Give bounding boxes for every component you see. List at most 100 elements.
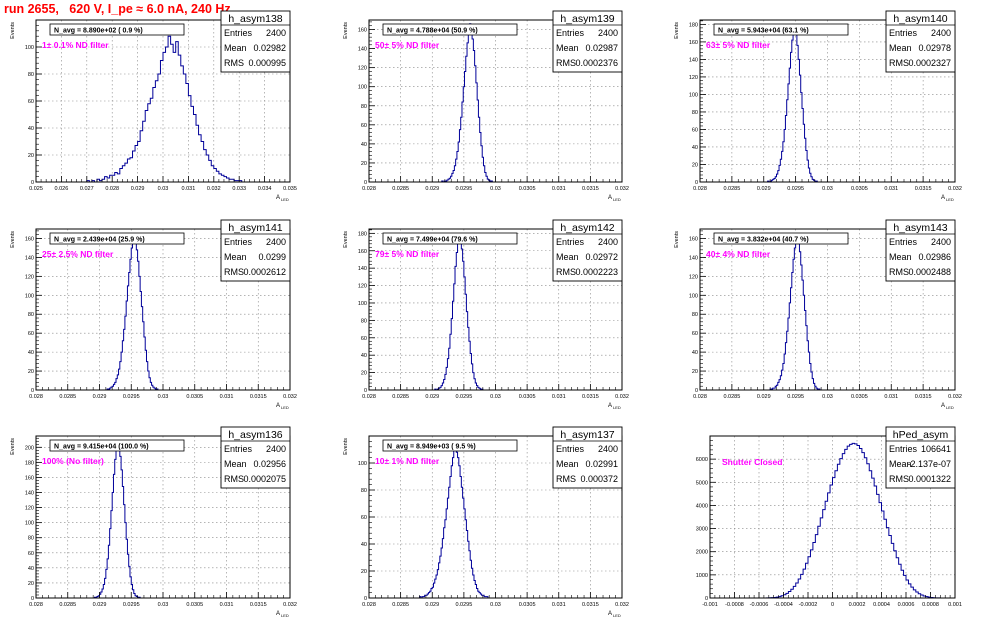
y-tick-label: 160 — [689, 40, 698, 46]
x-tick-label: 0.032 — [615, 394, 629, 400]
y-tick-label: 80 — [361, 488, 367, 494]
histogram-bin — [461, 249, 462, 390]
x-tick-label: 0.0315 — [582, 394, 599, 400]
stats-box-frame — [552, 426, 623, 489]
x-tick-label: 0.031 — [884, 186, 898, 192]
stats-label: Entries — [556, 444, 585, 454]
stats-label: Entries — [556, 237, 585, 247]
histogram-bin — [446, 509, 447, 598]
x-tick-label: 0.0004 — [873, 602, 890, 608]
x-tick-label: 0.029 — [93, 394, 107, 400]
navg-box: N_avg = 9.415e+04 (100.0 %) — [49, 439, 185, 452]
x-axis-label-subscript: LED — [946, 405, 954, 410]
stats-label: Entries — [889, 444, 918, 454]
y-tick-label: 60 — [361, 123, 367, 129]
filter-annotation: Shutter Closed — [722, 457, 782, 467]
y-tick-label: 140 — [25, 255, 34, 261]
histogram-series — [434, 236, 486, 391]
y-tick-label: 140 — [25, 491, 34, 497]
x-tick-label: 0.031 — [884, 394, 898, 400]
x-tick-label: 0.0315 — [915, 186, 932, 192]
y-tick-label: 0 — [705, 596, 708, 602]
y-tick-label: 3000 — [696, 527, 708, 533]
x-tick-label: 0.029 — [757, 394, 771, 400]
x-tick-label: 0.0305 — [186, 394, 203, 400]
x-tick-label: 0.0285 — [392, 394, 409, 400]
histogram-bin — [797, 45, 798, 182]
histogram-bin — [847, 446, 849, 598]
x-tick-label: 0.031 — [552, 186, 566, 192]
histogram-bin — [130, 158, 133, 182]
stats-label: Entries — [889, 237, 918, 247]
histogram-bin — [468, 31, 469, 182]
navg-box: N_avg = 4.788e+04 (50.9 %) — [382, 23, 518, 36]
histogram-line — [56, 35, 252, 183]
y-tick-label: 60 — [361, 336, 367, 342]
y-tick-label: 60 — [28, 99, 34, 105]
panel-h_asym136: 0.028 0.0285 0.029 0.0295 0.03 0.0305 0.031 0.0… — [10, 426, 297, 618]
histogram-bin — [181, 66, 184, 182]
histogram-bin — [458, 242, 459, 390]
x-axis-label-subscript: LED — [613, 405, 621, 410]
histogram-bin — [186, 83, 189, 182]
x-tick-label: 0.03 — [822, 394, 833, 400]
histogram-bin — [150, 98, 153, 182]
histogram-bin — [828, 493, 830, 598]
stats-box: h_asym138 Entries 2400 Mean 0.02982 RMS 0.0009… — [220, 10, 291, 73]
stats-box: h_asym136 Entries 2400 Mean 0.02956 RMS 0.0002… — [220, 426, 291, 489]
stats-value: 2400 — [266, 237, 286, 247]
stats-value: 0.02956 — [253, 459, 286, 469]
histogram-line — [93, 442, 146, 599]
stats-label: Mean — [889, 43, 912, 53]
stats-label: RMS — [556, 267, 576, 277]
stats-box: h_asym140 Entries 2400 Mean 0.02978 RMS 0.0002… — [885, 10, 956, 73]
navg-box: N_avg = 7.499e+04 (79.6 %) — [382, 232, 518, 245]
x-tick-label: 0.031 — [220, 602, 234, 608]
x-axis-label: A — [608, 195, 612, 201]
histogram-bin — [802, 280, 803, 390]
y-tick-label: 120 — [358, 284, 367, 290]
y-tick-label: 1000 — [696, 573, 708, 579]
y-tick-label: 0 — [364, 388, 367, 394]
x-tick-label: 0.029 — [425, 602, 439, 608]
y-tick-label: 60 — [692, 331, 698, 337]
histogram-bin — [869, 471, 871, 598]
histogram-bin — [877, 494, 879, 598]
x-tick-label: 0.0305 — [851, 394, 868, 400]
histogram-bin — [138, 142, 141, 183]
navg-box-frame — [49, 23, 185, 36]
y-tick-label: 100 — [358, 85, 367, 91]
y-tick-label: 160 — [689, 236, 698, 242]
histogram-bin — [451, 466, 452, 598]
x-tick-label: 0.0305 — [186, 602, 203, 608]
x-tick-label: 0.029 — [131, 186, 145, 192]
histogram-bin — [891, 543, 893, 598]
y-tick-label: 80 — [361, 318, 367, 324]
stats-box-frame — [885, 10, 956, 73]
x-axis-label-subscript: LED — [281, 613, 289, 618]
histogram-bin — [173, 52, 176, 182]
stats-value: 0.02972 — [585, 252, 618, 262]
y-tick-label: 120 — [358, 66, 367, 72]
x-tick-label: 0.0305 — [851, 186, 868, 192]
filter-annotation: 10± 1% ND filter — [375, 456, 440, 466]
stats-label: RMS — [889, 474, 909, 484]
stats-value: 106641 — [921, 444, 951, 454]
y-axis-label: Events — [10, 438, 16, 455]
x-tick-label: 0.0315 — [250, 602, 267, 608]
x-tick-label: 0.0315 — [582, 602, 599, 608]
y-tick-label: 80 — [692, 110, 698, 116]
stats-label: Mean — [224, 252, 247, 262]
y-tick-label: 0 — [695, 180, 698, 186]
y-tick-label: 100 — [689, 293, 698, 299]
x-tick-label: -0.0008 — [725, 602, 744, 608]
x-tick-label: -0.0002 — [799, 602, 818, 608]
x-tick-label: 0.028 — [29, 394, 43, 400]
filter-annotation: 25± 2.5% ND filter — [42, 249, 114, 259]
histogram-bin — [153, 88, 156, 183]
histogram-bin — [133, 240, 134, 390]
histogram-line — [106, 236, 159, 390]
x-tick-label: 0.027 — [80, 186, 94, 192]
y-tick-label: 60 — [692, 127, 698, 133]
stats-box-frame — [885, 219, 956, 282]
